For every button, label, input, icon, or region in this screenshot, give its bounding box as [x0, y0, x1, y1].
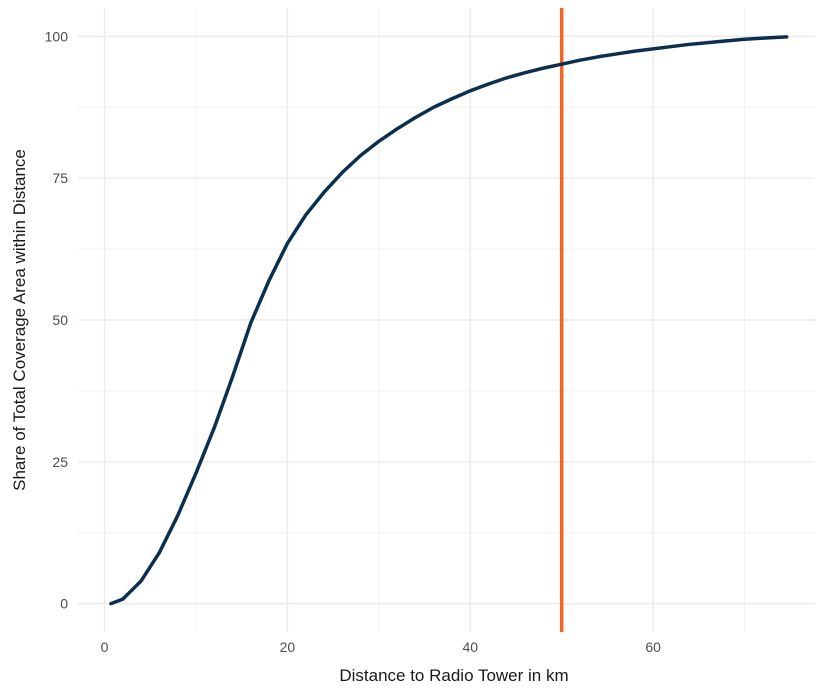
y-tick-label: 100: [45, 28, 69, 44]
x-axis-title: Distance to Radio Tower in km: [339, 666, 568, 685]
major-gridlines: [78, 8, 815, 632]
series-group: [109, 35, 789, 606]
y-tick-label: 75: [52, 170, 68, 186]
series-line: [109, 35, 789, 606]
x-axis-tick-labels: 0 20 40 60: [101, 639, 662, 655]
x-tick-label: 0: [101, 639, 109, 655]
y-axis-tick-labels: 0 25 50 75 100: [45, 28, 69, 611]
x-tick-label: 60: [645, 639, 661, 655]
x-tick-label: 40: [462, 639, 478, 655]
y-tick-label: 50: [52, 312, 68, 328]
y-axis-title: Share of Total Coverage Area within Dist…: [10, 149, 29, 491]
x-tick-label: 20: [280, 639, 296, 655]
y-tick-label: 25: [52, 454, 68, 470]
y-tick-label: 0: [60, 596, 68, 612]
